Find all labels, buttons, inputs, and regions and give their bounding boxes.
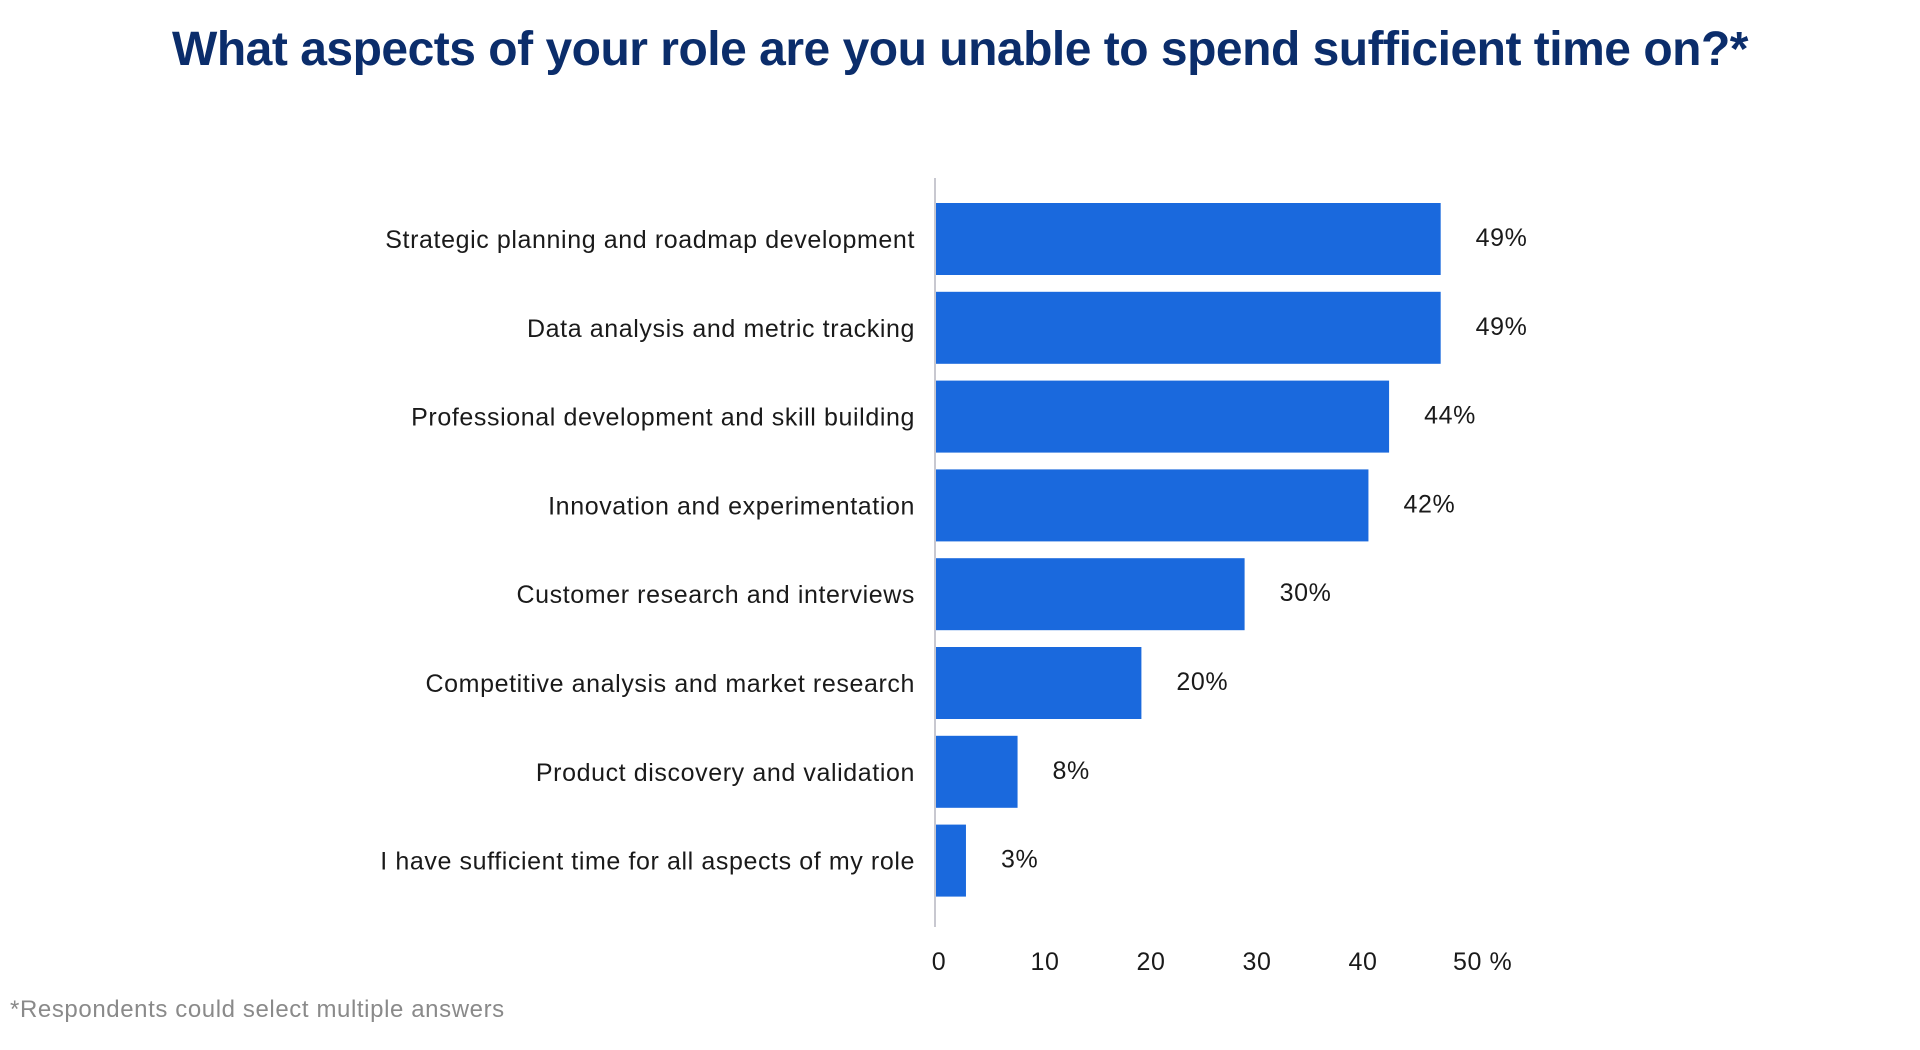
x-tick-label: 40 bbox=[1348, 948, 1377, 976]
category-label: I have sufficient time for all aspects o… bbox=[380, 848, 915, 876]
category-label: Strategic planning and roadmap developme… bbox=[385, 226, 915, 254]
category-label: Competitive analysis and market research bbox=[426, 670, 915, 698]
category-label: Professional development and skill build… bbox=[411, 404, 915, 432]
data-label: 49% bbox=[1476, 224, 1528, 252]
data-label: 42% bbox=[1403, 490, 1455, 518]
category-label: Innovation and experimentation bbox=[548, 492, 915, 520]
data-label: 44% bbox=[1424, 402, 1476, 430]
category-label: Data analysis and metric tracking bbox=[527, 315, 915, 343]
data-label: 8% bbox=[1053, 757, 1090, 785]
category-label: Customer research and interviews bbox=[516, 581, 915, 609]
x-tick-label: 10 bbox=[1030, 948, 1059, 976]
x-tick-label: 30 bbox=[1242, 948, 1271, 976]
data-label: 49% bbox=[1476, 313, 1528, 341]
category-label: Product discovery and validation bbox=[536, 759, 915, 787]
bar bbox=[935, 824, 966, 897]
bar bbox=[935, 380, 1390, 453]
footnote: *Respondents could select multiple answe… bbox=[10, 996, 505, 1023]
data-label: 20% bbox=[1176, 668, 1228, 696]
bar bbox=[935, 291, 1441, 364]
data-label: 3% bbox=[1001, 846, 1038, 874]
bar bbox=[935, 647, 1142, 719]
data-label: 30% bbox=[1280, 579, 1332, 607]
bar bbox=[935, 469, 1369, 542]
x-tick-label: 20 bbox=[1136, 948, 1165, 976]
bar bbox=[935, 558, 1245, 631]
x-tick-label: 50 % bbox=[1453, 948, 1512, 976]
x-tick-label: 0 bbox=[932, 948, 947, 976]
chart-title: What aspects of your role are you unable… bbox=[172, 23, 1748, 76]
bar bbox=[935, 203, 1441, 275]
bar bbox=[935, 735, 1018, 808]
